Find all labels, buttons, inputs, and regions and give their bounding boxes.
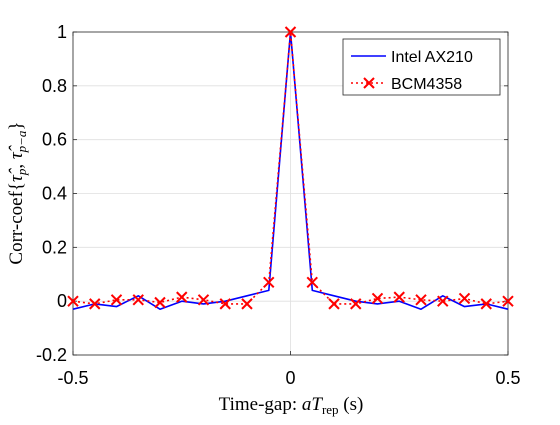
y-tick-label: 1 xyxy=(57,22,67,42)
series-layer xyxy=(67,26,514,311)
legend-label-intel: Intel AX210 xyxy=(391,49,473,66)
x-axis-label: Time-gap: aTrep (s) xyxy=(219,394,364,417)
y-tick-label: 0.6 xyxy=(42,130,67,150)
legend: Intel AX210 BCM4358 xyxy=(342,38,501,96)
y-tick-label: 0.8 xyxy=(42,76,67,96)
data-point-marker xyxy=(67,295,79,307)
data-point-marker xyxy=(502,295,514,307)
x-tick-label: 0 xyxy=(285,368,295,388)
data-point-marker xyxy=(458,292,471,305)
data-point-marker xyxy=(480,298,492,310)
data-point-marker xyxy=(110,294,123,306)
y-tick-label: -0.2 xyxy=(36,345,67,365)
y-tick-label: 0.4 xyxy=(42,184,67,204)
legend-box xyxy=(342,38,501,96)
data-point-marker xyxy=(393,291,405,303)
y-tick-label: 0 xyxy=(57,291,67,311)
data-point-marker xyxy=(306,276,318,289)
legend-marker-bcm xyxy=(363,77,375,89)
x-axis: -0.5 0 0.5 xyxy=(57,32,521,388)
x-tick-label: -0.5 xyxy=(57,368,88,388)
data-point-marker xyxy=(415,294,427,306)
data-point-marker xyxy=(197,294,210,306)
data-point-marker xyxy=(437,295,449,307)
data-point-marker xyxy=(328,298,340,310)
data-point-marker xyxy=(176,291,188,303)
data-point-marker xyxy=(350,298,362,310)
y-axis-label: Corr-coef{τ̂p, τ̂p−a} xyxy=(6,121,29,264)
data-point-marker xyxy=(132,294,144,306)
data-point-marker xyxy=(89,298,101,310)
x-tick-label: 0.5 xyxy=(495,368,520,388)
data-point-marker xyxy=(219,298,231,310)
y-axis: -0.2 0 0.2 0.4 0.6 0.8 1 xyxy=(36,22,508,365)
data-point-marker xyxy=(371,292,384,305)
legend-label-bcm: BCM4358 xyxy=(391,76,462,93)
data-point-marker xyxy=(284,26,297,38)
data-point-marker xyxy=(154,296,166,309)
data-point-marker xyxy=(263,276,275,289)
y-tick-label: 0.2 xyxy=(42,237,67,257)
data-point-marker xyxy=(241,298,253,310)
